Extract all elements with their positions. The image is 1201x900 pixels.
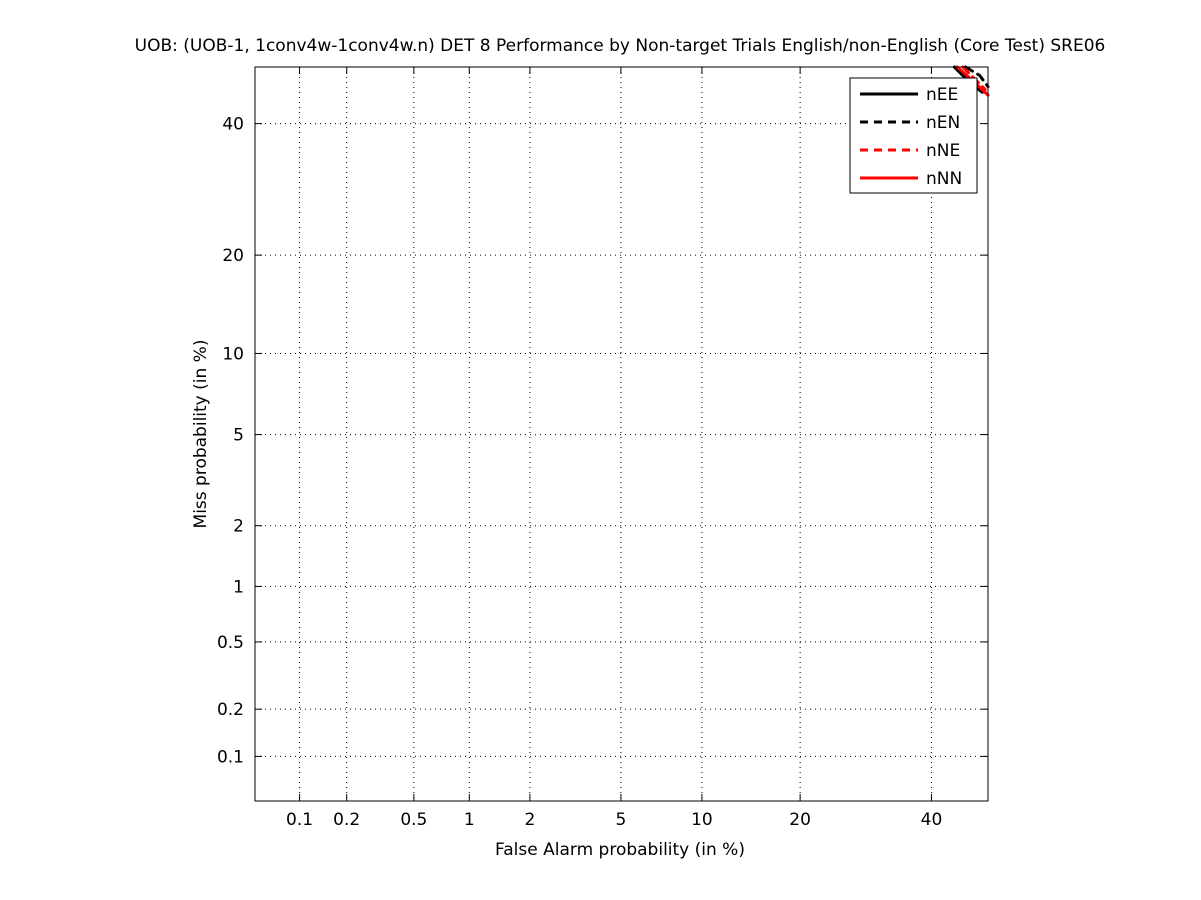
- chart-title: UOB: (UOB-1, 1conv4w-1conv4w.n) DET 8 Pe…: [135, 36, 1106, 56]
- legend-label-nee: nEE: [926, 85, 958, 105]
- y-tick-label: 10: [222, 344, 244, 364]
- legend-label-nnn: nNN: [926, 169, 962, 189]
- x-tick-label: 1: [464, 810, 475, 830]
- series-line-nen: [964, 65, 990, 89]
- plot-frame: [254, 66, 989, 802]
- y-axis-label: Miss probability (in %): [191, 340, 211, 529]
- x-axis-label: False Alarm probability (in %): [495, 840, 745, 860]
- x-tick-label: 20: [789, 810, 811, 830]
- legend-box: [849, 77, 978, 194]
- x-tick-label: 0.1: [286, 810, 313, 830]
- x-tick-label: 0.5: [400, 810, 427, 830]
- x-tick-label: 0.2: [333, 810, 360, 830]
- x-tick-label: 2: [524, 810, 535, 830]
- legend-label-nne: nNE: [926, 141, 960, 161]
- legend-items: nEE nEN nNE nNN: [860, 85, 962, 189]
- x-tick-label: 40: [921, 810, 943, 830]
- y-tick-label: 0.5: [217, 633, 244, 653]
- y-axis-ticks: 0.1 0.2 0.5 1 2 5 10 20 40: [217, 115, 988, 767]
- y-tick-label: 5: [233, 426, 244, 446]
- y-tick-label: 0.2: [217, 700, 244, 720]
- legend-label-nen: nEN: [926, 113, 960, 133]
- x-tick-label: 10: [691, 810, 713, 830]
- y-tick-label: 40: [222, 115, 244, 135]
- y-tick-label: 1: [233, 577, 244, 597]
- y-tick-label: 0.1: [217, 747, 244, 767]
- y-tick-label: 2: [233, 517, 244, 537]
- x-tick-label: 5: [616, 810, 627, 830]
- y-tick-label: 20: [222, 246, 244, 266]
- legend: nEE nEN nNE nNN: [849, 77, 978, 194]
- x-axis-ticks: 0.1 0.2 0.5 1 2 5 10 20 40: [286, 67, 942, 830]
